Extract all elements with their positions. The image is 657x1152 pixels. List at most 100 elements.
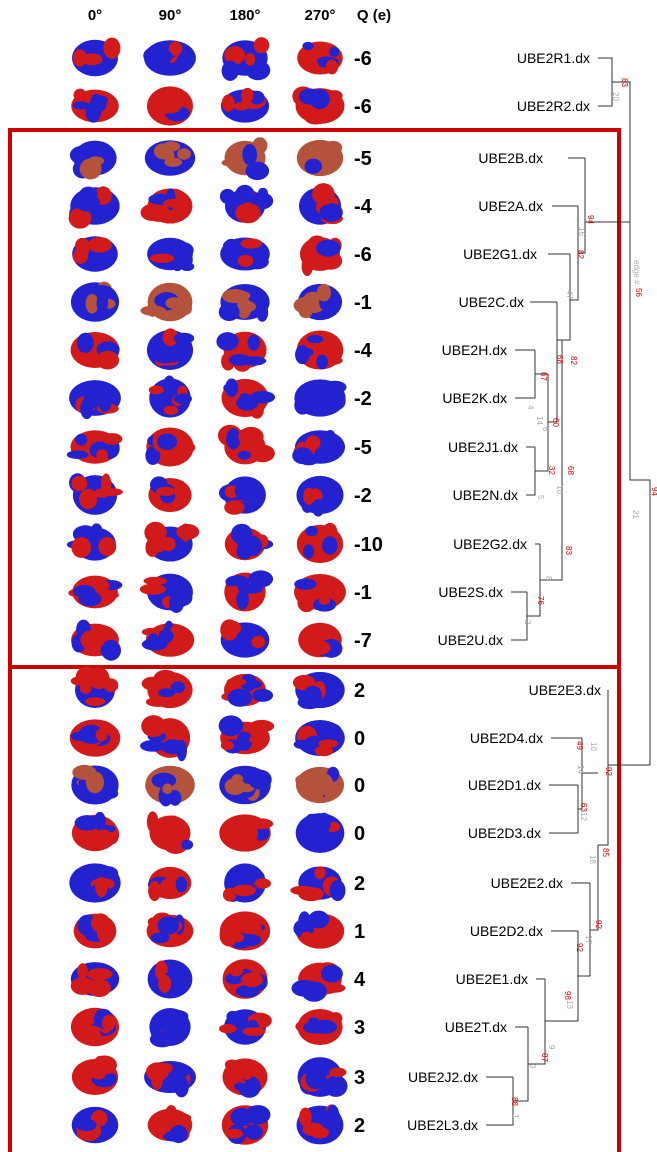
surface-render bbox=[69, 863, 120, 902]
charge-value: 1 bbox=[354, 921, 365, 943]
surface-render bbox=[140, 283, 192, 322]
surface-lobe bbox=[294, 395, 311, 414]
surface-lobe bbox=[216, 332, 238, 351]
surface-lobe bbox=[219, 303, 240, 321]
structure-name: UBE2D1.dx bbox=[468, 777, 541, 793]
edge-label: 17 bbox=[584, 935, 593, 944]
surface-render bbox=[295, 767, 344, 803]
edge-label: 18 bbox=[588, 855, 597, 864]
edge-label: 5 bbox=[536, 495, 545, 500]
surface-render bbox=[220, 911, 271, 950]
surface-render bbox=[71, 667, 119, 708]
surface-lobe bbox=[316, 355, 328, 370]
surface-lobe bbox=[251, 636, 265, 648]
surface-render bbox=[219, 715, 275, 754]
surface-lobe bbox=[311, 826, 328, 841]
surface-lobe bbox=[227, 678, 247, 686]
surface-render bbox=[143, 40, 196, 76]
surface-render bbox=[219, 814, 273, 851]
structure-name: UBE2B.dx bbox=[478, 150, 543, 166]
charge-value: 0 bbox=[354, 728, 365, 750]
surface-lobe bbox=[96, 449, 108, 461]
surface-render bbox=[222, 137, 270, 180]
support-value: 49 bbox=[575, 741, 584, 750]
surface-lobe bbox=[305, 526, 318, 536]
surface-lobe bbox=[308, 911, 329, 929]
surface-lobe bbox=[238, 451, 251, 460]
surface-lobe bbox=[71, 537, 91, 558]
surface-render bbox=[221, 674, 273, 707]
surface-lobe bbox=[170, 1125, 188, 1143]
surface-render bbox=[69, 186, 120, 228]
surface-render bbox=[71, 1008, 119, 1047]
surface-lobe bbox=[223, 240, 239, 252]
charge-value: 3 bbox=[354, 1017, 365, 1039]
structure-name: UBE2N.dx bbox=[453, 487, 518, 503]
surface-lobe bbox=[315, 746, 333, 757]
surface-render bbox=[142, 670, 193, 708]
surface-lobe bbox=[175, 481, 188, 503]
structure-name: UBE2K.dx bbox=[442, 390, 507, 406]
support-value: 83 bbox=[564, 546, 573, 555]
surface-lobe bbox=[302, 42, 313, 50]
surface-lobe bbox=[101, 640, 121, 661]
surface-lobe bbox=[292, 447, 313, 464]
surface-render bbox=[140, 715, 190, 761]
surface-render bbox=[70, 719, 121, 756]
surface-lobe bbox=[297, 593, 315, 612]
support-value: 60 bbox=[551, 418, 560, 427]
structure-name: UBE2D2.dx bbox=[470, 923, 543, 939]
surface-render bbox=[71, 332, 120, 369]
surface-lobe bbox=[237, 297, 251, 319]
edge-label: 4 bbox=[526, 405, 535, 410]
support-value: 85 bbox=[601, 848, 610, 857]
surface-lobe bbox=[240, 238, 262, 248]
surface-render bbox=[69, 380, 121, 419]
support-value: 32 bbox=[547, 466, 556, 475]
surface-lobe bbox=[249, 595, 263, 604]
structure-name: UBE2E1.dx bbox=[456, 971, 528, 987]
structure-name: UBE2G2.dx bbox=[453, 536, 527, 552]
support-value: 83 bbox=[620, 78, 629, 87]
surface-lobe bbox=[326, 59, 338, 74]
surface-lobe bbox=[141, 204, 165, 221]
structure-name: UBE2G1.dx bbox=[463, 246, 537, 262]
surface-render bbox=[145, 140, 195, 176]
surface-render bbox=[297, 41, 343, 74]
structure-name: UBE2J1.dx bbox=[448, 439, 518, 455]
structure-name: UBE2E3.dx bbox=[529, 682, 601, 698]
surface-lobe bbox=[96, 351, 119, 370]
surface-lobe bbox=[249, 735, 268, 745]
surface-render bbox=[71, 282, 119, 322]
surface-lobe bbox=[305, 159, 322, 174]
surface-lobe bbox=[226, 148, 237, 160]
charge-value: -10 bbox=[354, 534, 383, 556]
surface-lobe bbox=[302, 1123, 324, 1136]
charge-value: -2 bbox=[354, 485, 372, 507]
surface-lobe bbox=[222, 61, 239, 81]
surface-lobe bbox=[235, 203, 260, 224]
surface-lobe bbox=[294, 579, 317, 590]
edge-label: 3 bbox=[528, 1064, 537, 1069]
surface-lobe bbox=[180, 262, 194, 271]
surface-lobe bbox=[319, 203, 342, 221]
support-value: 76 bbox=[536, 596, 545, 605]
surface-lobe bbox=[95, 877, 107, 897]
surface-lobe bbox=[307, 335, 324, 343]
surface-lobe bbox=[235, 480, 261, 501]
surface-lobe bbox=[75, 815, 100, 830]
structure-name: UBE2D4.dx bbox=[470, 730, 543, 746]
structure-name: UBE2R2.dx bbox=[517, 98, 590, 114]
surface-lobe bbox=[294, 297, 317, 313]
surface-lobe bbox=[71, 977, 95, 995]
surface-lobe bbox=[312, 183, 335, 205]
surface-lobe bbox=[157, 433, 177, 449]
surface-lobe bbox=[241, 356, 266, 365]
surface-lobe bbox=[248, 770, 272, 790]
surface-render bbox=[219, 476, 266, 514]
charge-value: -7 bbox=[354, 630, 372, 652]
charge-value: 4 bbox=[354, 969, 366, 991]
surface-lobe bbox=[303, 488, 314, 505]
surface-lobe bbox=[295, 345, 309, 364]
surface-render bbox=[220, 237, 270, 270]
